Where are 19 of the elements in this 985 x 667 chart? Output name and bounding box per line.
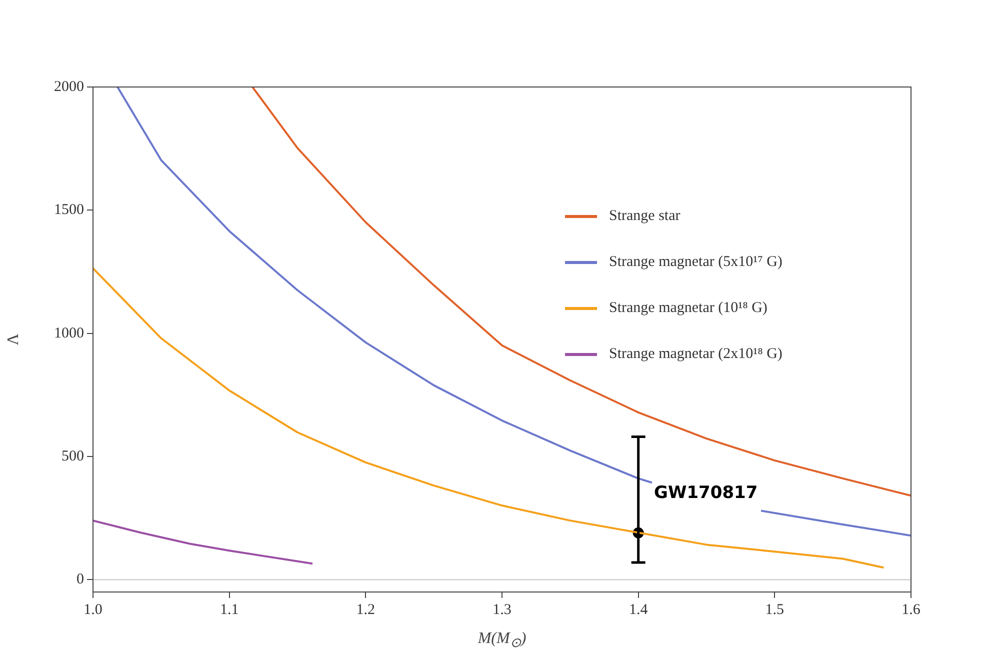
y-tick-label: 500 bbox=[62, 448, 84, 464]
legend-label: Strange magnetar (5x10¹⁷ G) bbox=[609, 254, 782, 271]
legend-label: Strange magnetar (2x10¹⁸ G) bbox=[609, 346, 782, 363]
y-tick-label: 2000 bbox=[54, 78, 84, 95]
x-tick-label: 1.4 bbox=[628, 602, 648, 618]
legend-label: Strange magnetar (10¹⁸ G) bbox=[609, 300, 768, 317]
x-tick-label: 1.3 bbox=[492, 602, 512, 618]
annotation: GW170817 bbox=[654, 483, 758, 503]
legend-label: Strange star bbox=[609, 208, 680, 225]
x-tick-label: 1.0 bbox=[84, 602, 102, 618]
x-tick-label: 1.5 bbox=[765, 602, 784, 618]
y-axis-title: Λ bbox=[4, 333, 22, 346]
x-tick-label: 1.6 bbox=[902, 602, 921, 618]
x-tick-label: 1.2 bbox=[356, 602, 376, 618]
x-axis-title: M(M$_{⊙}$) bbox=[476, 630, 528, 652]
x-tick-label: 1.1 bbox=[220, 602, 239, 618]
y-tick-label: 1000 bbox=[54, 325, 84, 342]
y-tick-label: 1500 bbox=[54, 202, 84, 218]
y-tick-label: 0 bbox=[76, 572, 84, 588]
